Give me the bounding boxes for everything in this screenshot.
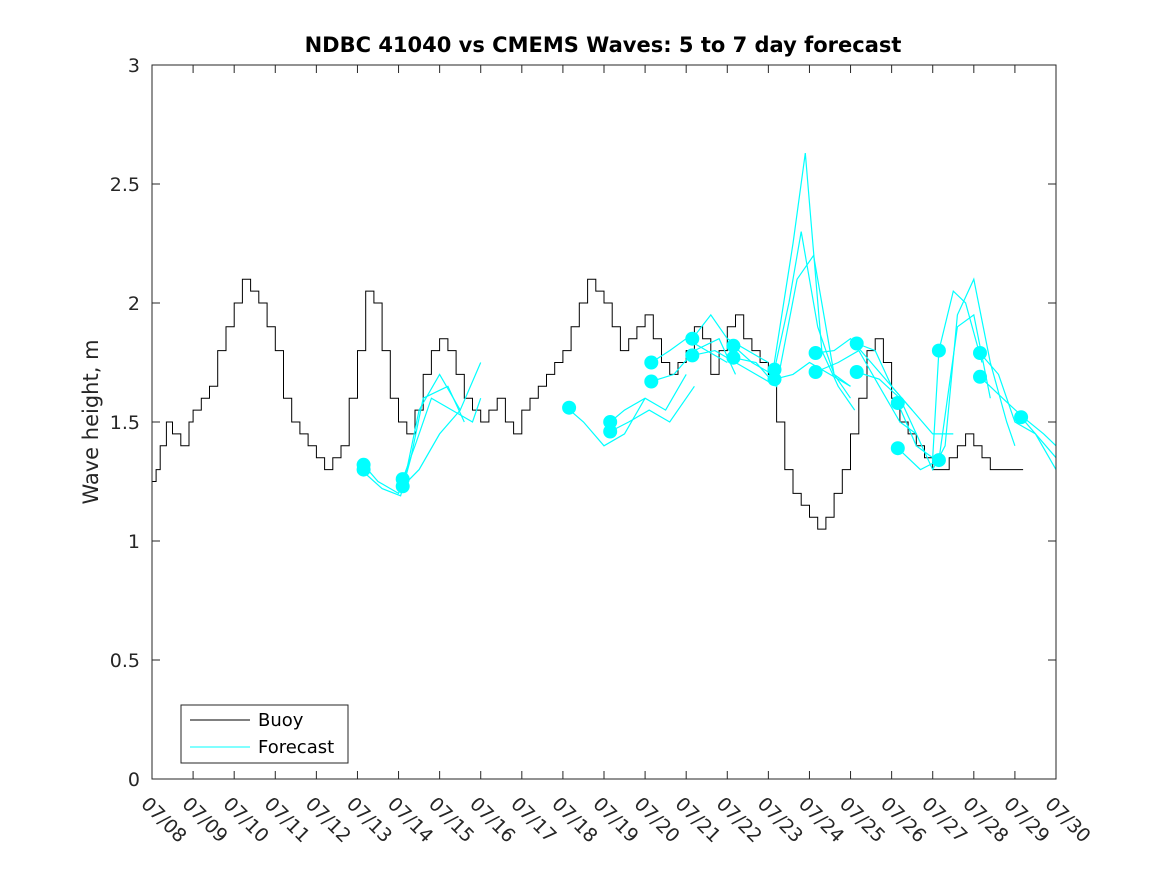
forecast-marker <box>973 346 987 360</box>
forecast-marker <box>644 355 659 370</box>
forecast-marker <box>808 346 823 360</box>
forecast-marker <box>931 343 946 358</box>
forecast-marker <box>1014 410 1029 425</box>
y-tick-label: 0.5 <box>110 650 140 672</box>
forecast-marker <box>767 372 782 387</box>
forecast-line-21 <box>897 313 991 471</box>
forecast-marker <box>726 350 741 365</box>
forecast-line-15 <box>774 361 851 387</box>
forecast-marker <box>890 441 905 456</box>
y-tick-label: 0 <box>128 769 140 791</box>
forecast-marker <box>849 336 864 351</box>
forecast-marker <box>685 331 700 346</box>
y-tick-label: 1 <box>128 531 140 553</box>
forecast-marker <box>849 365 864 379</box>
forecast-marker <box>808 365 823 379</box>
forecast-marker <box>767 362 782 377</box>
forecast-marker <box>395 479 410 494</box>
buoy-series <box>152 278 1024 530</box>
forecast-marker <box>973 369 987 384</box>
forecast-line-1 <box>363 362 482 495</box>
y-tick-label: 1.5 <box>110 412 140 434</box>
forecast-markers <box>356 331 1029 494</box>
forecast-line-24 <box>1020 416 1057 470</box>
forecast-line-7 <box>609 385 695 433</box>
y-axis: 0 0.5 1 1.5 2 2.5 3 <box>110 55 1056 791</box>
y-tick-label: 2 <box>128 293 140 315</box>
forecast-line-4 <box>402 409 461 487</box>
forecast-marker <box>603 424 618 439</box>
forecast-line-22 <box>979 352 1057 459</box>
forecast-line-14 <box>773 231 851 387</box>
chart-title: NDBC 41040 vs CMEMS Waves: 5 to 7 day fo… <box>305 33 902 57</box>
y-axis-label: Wave height, m <box>79 339 103 504</box>
forecast-line-5 <box>566 397 646 447</box>
forecast-line-6 <box>609 374 687 423</box>
buoy-line <box>152 278 1024 530</box>
forecast-marker <box>356 462 371 477</box>
forecast-line-12 <box>732 153 856 411</box>
forecast-marker <box>726 338 741 353</box>
legend-buoy-label: Buoy <box>258 710 304 731</box>
legend-forecast-label: Forecast <box>258 737 334 758</box>
forecast-marker <box>890 396 905 410</box>
y-tick-label: 3 <box>128 55 140 77</box>
forecast-line-10 <box>691 313 769 364</box>
forecast-line-19 <box>856 277 1016 471</box>
forecast-marker <box>644 374 659 389</box>
forecast-marker <box>931 453 946 468</box>
forecast-line-17 <box>815 349 917 435</box>
forecast-marker <box>562 400 577 415</box>
legend: Buoy Forecast <box>180 704 349 764</box>
y-tick-label: 2.5 <box>110 174 140 196</box>
legend-box <box>180 704 349 764</box>
forecast-line-3 <box>402 397 482 480</box>
forecast-marker <box>685 348 700 363</box>
